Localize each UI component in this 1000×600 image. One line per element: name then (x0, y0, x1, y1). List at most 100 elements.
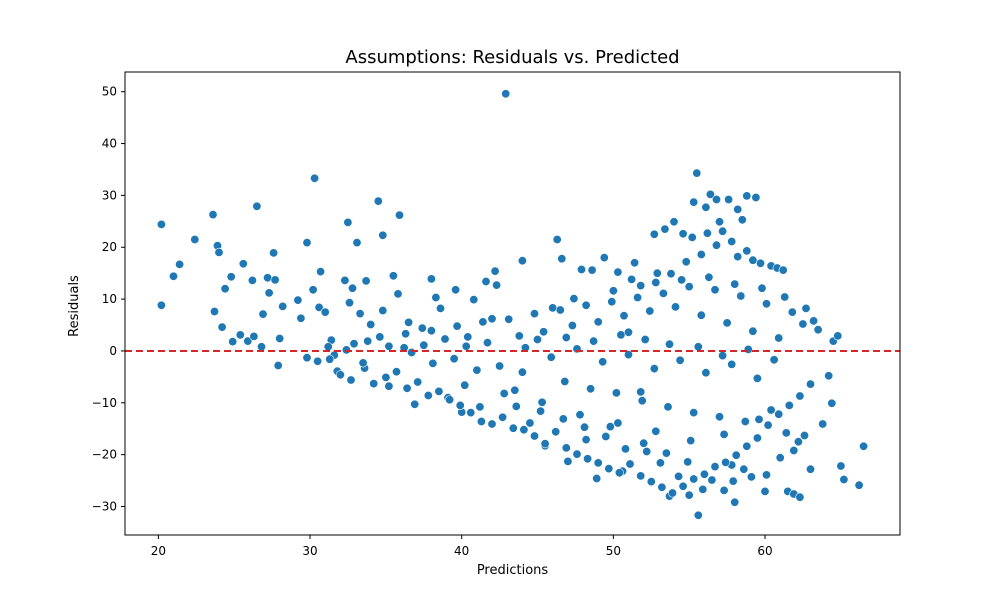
data-point (637, 396, 647, 406)
y-tick-label: −30 (92, 499, 117, 513)
data-point (256, 342, 266, 352)
x-tick-label: 20 (151, 544, 166, 558)
data-point (323, 342, 333, 352)
data-point (787, 307, 797, 317)
data-point (742, 191, 752, 201)
data-point (748, 326, 758, 336)
data-point (384, 381, 394, 391)
data-point (243, 336, 253, 346)
data-point (263, 273, 273, 283)
data-point (689, 197, 699, 207)
y-axis-ticks: −30 −20 −10 0 10 20 30 40 50 (92, 85, 125, 513)
data-point (636, 471, 646, 481)
data-point (801, 303, 811, 313)
data-point (463, 332, 473, 342)
data-point (664, 339, 674, 349)
data-point (247, 275, 257, 285)
data-point (536, 406, 546, 416)
y-tick-label: −10 (92, 396, 117, 410)
data-point (373, 196, 383, 206)
data-point (693, 342, 703, 352)
data-point (614, 468, 624, 478)
data-point (426, 274, 436, 284)
data-point (375, 332, 385, 342)
data-point (689, 408, 699, 418)
data-point (657, 482, 667, 492)
data-point (763, 420, 773, 430)
data-point (742, 246, 752, 256)
data-point (775, 453, 785, 463)
data-point (730, 279, 740, 289)
data-point (774, 333, 784, 343)
data-point (608, 286, 618, 296)
data-point (156, 219, 166, 229)
chart-title: Assumptions: Residuals vs. Predicted (345, 47, 679, 68)
data-point (587, 265, 597, 275)
data-point (378, 305, 388, 315)
data-point (733, 252, 743, 262)
data-point (627, 274, 637, 284)
data-point (642, 446, 652, 456)
plot-frame (124, 71, 901, 536)
data-point (616, 330, 626, 340)
data-point (719, 429, 729, 439)
data-point (633, 292, 643, 302)
data-point (655, 458, 665, 468)
data-point (742, 441, 752, 451)
data-point (434, 386, 444, 396)
data-point (249, 331, 259, 341)
data-point (551, 427, 561, 437)
data-point (651, 277, 661, 287)
data-point (572, 449, 582, 459)
data-point (394, 210, 404, 220)
data-point (724, 195, 734, 205)
data-point (302, 353, 312, 363)
data-point (349, 339, 359, 349)
data-point (560, 376, 570, 386)
data-point (314, 302, 324, 312)
data-point (818, 419, 828, 429)
data-point (636, 281, 646, 291)
data-point (789, 445, 799, 455)
data-point (731, 450, 741, 460)
data-point (586, 384, 596, 394)
data-point (678, 229, 688, 239)
data-point (598, 357, 608, 367)
data-point (426, 326, 436, 336)
data-point (384, 341, 394, 351)
x-tick-label: 40 (454, 544, 469, 558)
data-point (514, 331, 524, 341)
data-point (701, 368, 711, 378)
data-point (563, 456, 573, 466)
data-point (325, 354, 335, 364)
data-point (391, 367, 401, 377)
data-point (640, 334, 650, 344)
y-tick-label: −20 (92, 448, 117, 462)
x-axis-label: Predictions (477, 563, 549, 578)
data-point (344, 298, 354, 308)
data-point (302, 238, 312, 248)
data-point (805, 379, 815, 389)
data-point (836, 461, 846, 471)
data-point (413, 377, 423, 387)
data-point (498, 412, 508, 422)
data-point (859, 441, 869, 451)
data-point (730, 497, 740, 507)
data-point (220, 284, 230, 294)
data-point (575, 410, 585, 420)
data-point (721, 457, 731, 467)
data-point (760, 486, 770, 496)
data-point (645, 306, 655, 316)
data-point (757, 283, 767, 293)
data-point (532, 334, 542, 344)
data-point (743, 344, 753, 354)
data-point (293, 295, 303, 305)
data-point (529, 431, 539, 441)
data-point (308, 285, 318, 295)
data-point (581, 300, 591, 310)
data-point (548, 303, 558, 313)
data-point (696, 310, 706, 320)
data-point (440, 334, 450, 344)
data-point (451, 285, 461, 295)
data-point (341, 345, 351, 355)
